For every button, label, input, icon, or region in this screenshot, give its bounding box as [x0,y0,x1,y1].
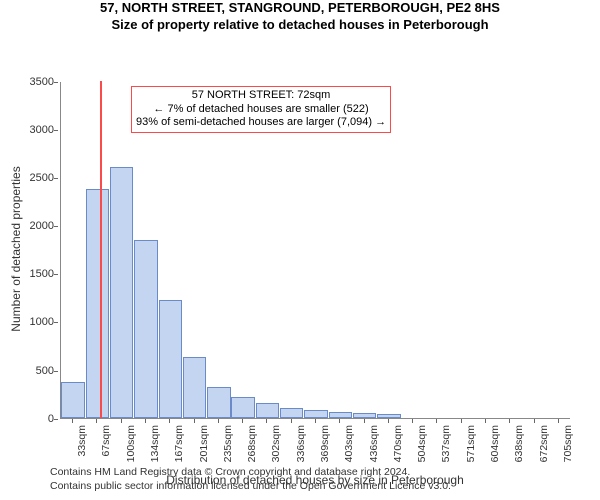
bar [377,414,400,418]
x-tick: 470sqm [392,425,404,462]
y-tick: 2000 [20,220,54,232]
annotation-line: 93% of semi-detached houses are larger (… [136,116,386,130]
x-tickmark [436,419,437,423]
bar [134,240,157,418]
x-tick: 268sqm [246,425,258,462]
bar [231,397,254,418]
x-tickmark [485,419,486,423]
x-tickmark [388,419,389,423]
bar [353,413,376,418]
x-tickmark [242,419,243,423]
x-tickmark [291,419,292,423]
x-tickmark [461,419,462,423]
x-tickmark [339,419,340,423]
x-tick: 672sqm [538,425,550,462]
bar [183,357,206,418]
x-tick: 537sqm [440,425,452,462]
y-tick: 2500 [20,172,54,184]
x-tickmark [509,419,510,423]
x-tickmark [558,419,559,423]
y-axis-label: Number of detached properties [9,149,23,349]
reference-line [100,81,102,418]
x-tick: 638sqm [513,425,525,462]
bar [280,408,303,418]
x-tickmark [194,419,195,423]
x-tick: 167sqm [173,425,185,462]
page-subtitle: Size of property relative to detached ho… [0,17,600,34]
footer-line1: Contains HM Land Registry data © Crown c… [50,466,451,480]
y-tick: 3000 [20,124,54,136]
x-tick: 235sqm [222,425,234,462]
y-tick: 500 [20,365,54,377]
footer: Contains HM Land Registry data © Crown c… [50,466,451,493]
annotation-box: 57 NORTH STREET: 72sqm← 7% of detached h… [131,86,391,133]
bar [61,382,84,418]
footer-line2: Contains public sector information licen… [50,480,451,494]
bar [304,410,327,418]
x-tickmark [315,419,316,423]
x-tickmark [96,419,97,423]
bar [329,412,352,418]
y-tick: 1500 [20,268,54,280]
bar [159,300,182,417]
page-title: 57, NORTH STREET, STANGROUND, PETERBOROU… [0,0,600,17]
x-tickmark [364,419,365,423]
x-tickmark [534,419,535,423]
x-tickmark [412,419,413,423]
x-tick: 67sqm [100,425,112,457]
y-tick: 0 [20,413,54,425]
x-tick: 100sqm [125,425,137,462]
x-tick: 403sqm [343,425,355,462]
x-tickmark [72,419,73,423]
x-tick: 201sqm [198,425,210,462]
x-tickmark [121,419,122,423]
x-tick: 336sqm [295,425,307,462]
bar [110,167,133,417]
x-tickmark [145,419,146,423]
plot-area: 57 NORTH STREET: 72sqm← 7% of detached h… [60,82,570,419]
y-tick: 3500 [20,76,54,88]
x-tick: 571sqm [465,425,477,462]
x-tick: 705sqm [562,425,574,462]
bar [86,189,109,418]
x-tick: 134sqm [149,425,161,462]
x-tick: 302sqm [270,425,282,462]
x-tick: 436sqm [368,425,380,462]
x-tickmark [169,419,170,423]
x-tickmark [218,419,219,423]
x-tick: 33sqm [76,425,88,457]
annotation-line: 57 NORTH STREET: 72sqm [136,89,386,103]
x-tick: 604sqm [489,425,501,462]
x-tickmark [266,419,267,423]
bar [256,403,279,417]
bar [207,387,230,418]
annotation-line: ← 7% of detached houses are smaller (522… [136,103,386,117]
y-tick: 1000 [20,316,54,328]
x-tick: 369sqm [319,425,331,462]
x-tick: 504sqm [416,425,428,462]
